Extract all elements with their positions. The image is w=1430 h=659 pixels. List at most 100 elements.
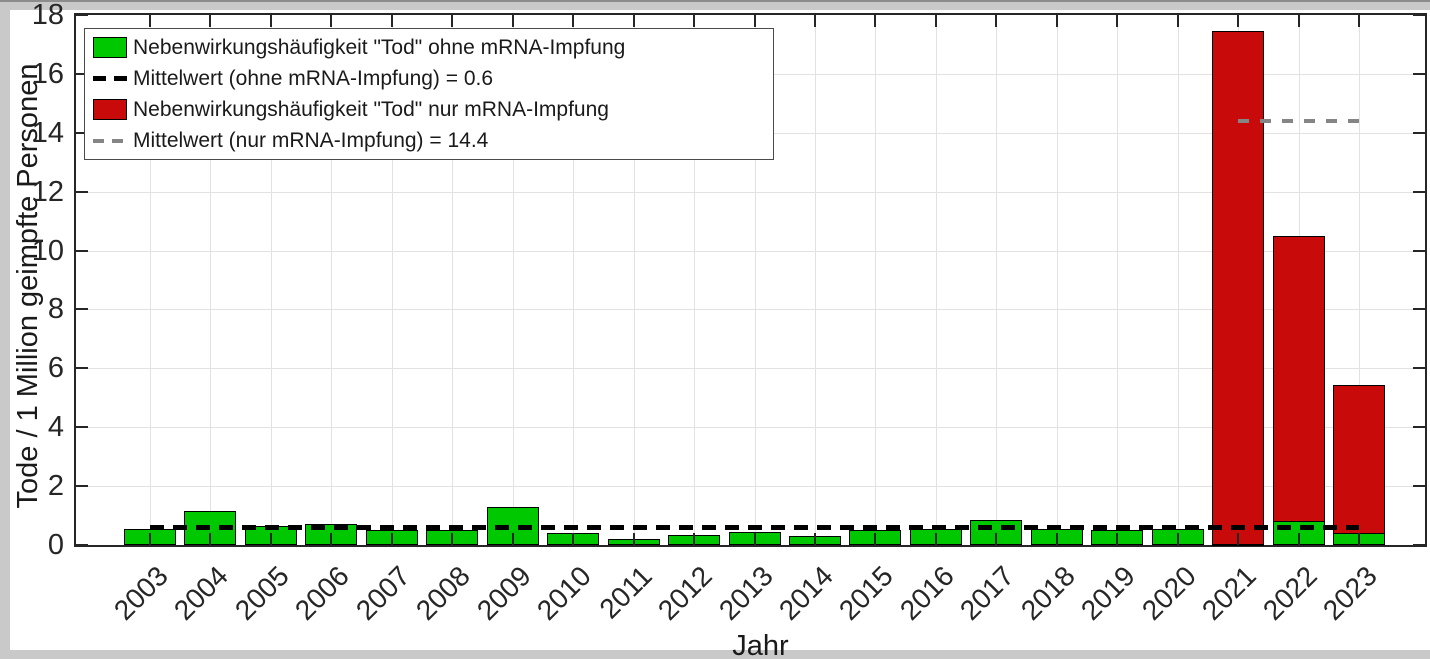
y-tick-mark [1413, 308, 1425, 311]
bar-2021-mrna [1212, 31, 1265, 545]
x-tick-mark [995, 15, 998, 27]
y-tick-mark [1413, 426, 1425, 429]
x-tick-mark [572, 15, 575, 27]
black-dash-swatch [93, 76, 127, 81]
y-tick-mark [1413, 131, 1425, 134]
legend-swatch-wrap [93, 138, 127, 143]
v-gridline [1177, 15, 1179, 545]
x-tick-mark [1358, 15, 1360, 27]
x-axis-label: Jahr [732, 630, 789, 659]
y-tick-mark [76, 485, 88, 488]
x-tick-mark [511, 533, 514, 545]
x-tick-mark [149, 15, 151, 27]
legend-item-label: Mittelwert (nur mRNA-Impfung) = 14.4 [133, 128, 489, 152]
v-gridline [210, 15, 212, 545]
h-gridline [76, 250, 1425, 252]
y-tick-label: 16 [31, 57, 64, 90]
bar-2023-mrna [1333, 384, 1385, 545]
v-gridline [935, 15, 937, 545]
v-gridline [512, 15, 514, 545]
x-tick-mark [209, 15, 212, 27]
x-tick-mark [572, 533, 575, 545]
x-tick-mark [1116, 533, 1119, 545]
v-gridline [573, 15, 575, 545]
x-tick-mark [874, 15, 877, 27]
v-gridline [1359, 15, 1360, 545]
x-tick-mark [1237, 15, 1240, 27]
x-tick-mark [209, 533, 212, 545]
legend-item: Nebenwirkungshäufigkeit "Tod" nur mRNA-I… [85, 94, 773, 125]
x-tick-mark [1055, 533, 1058, 545]
y-tick-label: 18 [31, 0, 64, 31]
x-tick-mark [934, 533, 937, 545]
x-tick-mark [1116, 15, 1119, 27]
v-gridline [331, 15, 333, 545]
x-tick-mark [753, 533, 756, 545]
x-tick-mark [995, 533, 998, 545]
x-tick-mark [1297, 533, 1300, 545]
y-tick-mark [1413, 14, 1425, 16]
x-tick-mark [813, 15, 816, 27]
y-tick-mark [76, 367, 88, 370]
v-gridline [633, 15, 635, 545]
v-gridline [694, 15, 696, 545]
h-gridline [76, 309, 1425, 311]
v-gridline [452, 15, 454, 545]
bar-2022-mrna [1272, 235, 1325, 545]
legend-item-label: Mittelwert (ohne mRNA-Impfung) = 0.6 [133, 66, 494, 90]
x-tick-mark [269, 533, 272, 545]
v-gridline [1117, 15, 1119, 545]
y-tick-mark [76, 131, 88, 134]
legend-swatch-wrap [93, 37, 127, 58]
v-gridline [391, 15, 393, 545]
x-tick-mark [1297, 15, 1300, 27]
y-tick-mark [1413, 367, 1425, 370]
v-gridline [270, 15, 272, 545]
y-tick-mark [76, 72, 88, 75]
legend-item: Nebenwirkungshäufigkeit "Tod" ohne mRNA-… [85, 32, 773, 63]
x-tick-mark [390, 533, 393, 545]
y-tick-label: 4 [47, 411, 64, 444]
mean-line-14.4 [1238, 119, 1359, 123]
x-tick-mark [330, 15, 333, 27]
legend: Nebenwirkungshäufigkeit "Tod" ohne mRNA-… [84, 28, 774, 160]
v-gridline [754, 15, 756, 545]
legend-swatch-wrap [93, 76, 127, 81]
x-tick-mark [934, 15, 937, 27]
legend-item-label: Nebenwirkungshäufigkeit "Tod" ohne mRNA-… [133, 35, 626, 59]
h-gridline [76, 191, 1425, 193]
x-tick-mark [874, 533, 877, 545]
x-tick-mark [511, 15, 514, 27]
x-tick-mark [1237, 533, 1240, 545]
x-tick-mark [330, 533, 333, 545]
y-tick-mark [76, 426, 88, 429]
x-tick-mark [632, 533, 635, 545]
legend-item: Mittelwert (ohne mRNA-Impfung) = 0.6 [85, 63, 773, 94]
y-tick-label: 10 [31, 234, 64, 267]
y-tick-label: 12 [31, 175, 64, 208]
v-gridline [150, 15, 151, 545]
y-tick-mark [1413, 72, 1425, 75]
legend-item-label: Nebenwirkungshäufigkeit "Tod" nur mRNA-I… [133, 97, 609, 121]
legend-item: Mittelwert (nur mRNA-Impfung) = 14.4 [85, 125, 773, 156]
y-tick-mark [1413, 190, 1425, 193]
y-tick-mark [1413, 485, 1425, 488]
green-bar-swatch [93, 37, 127, 58]
y-tick-label: 14 [31, 116, 64, 149]
v-gridline [814, 15, 816, 545]
gray-dash-swatch [93, 138, 127, 143]
y-tick-mark [1413, 249, 1425, 252]
red-bar-swatch [93, 99, 127, 120]
x-tick-mark [1176, 15, 1179, 27]
y-tick-label: 6 [47, 352, 64, 385]
v-gridline [1056, 15, 1058, 545]
y-tick-mark [76, 544, 88, 546]
y-tick-label: 0 [47, 529, 64, 561]
x-tick-mark [451, 533, 454, 545]
h-gridline [76, 368, 1425, 370]
h-gridline [76, 486, 1425, 488]
y-tick-mark [76, 249, 88, 252]
v-gridline [875, 15, 877, 545]
x-tick-mark [1055, 15, 1058, 27]
